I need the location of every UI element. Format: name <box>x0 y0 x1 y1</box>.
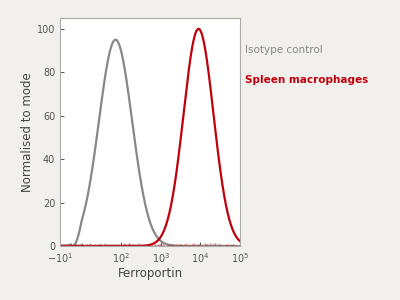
Y-axis label: Normalised to mode: Normalised to mode <box>21 72 34 192</box>
Text: Spleen macrophages: Spleen macrophages <box>246 75 369 85</box>
X-axis label: Ferroportin: Ferroportin <box>118 267 182 280</box>
Text: Isotype control: Isotype control <box>246 45 323 56</box>
